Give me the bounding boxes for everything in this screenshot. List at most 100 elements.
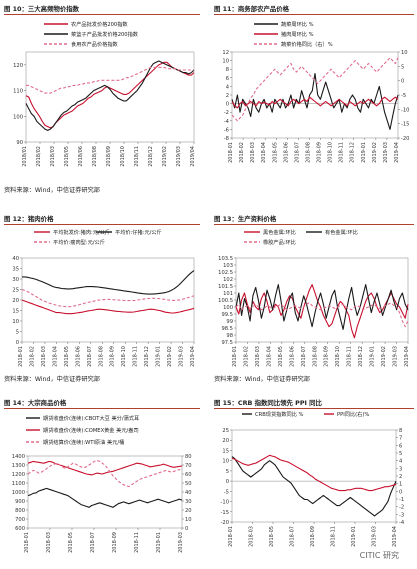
chart-title: 图 12：猪肉价格 bbox=[4, 215, 54, 223]
source-note: 资料来源：Wind，中信证券研究部 bbox=[4, 187, 100, 194]
x-tick-label: 2018-04 bbox=[261, 142, 267, 163]
x-tick-label: 2018-10 bbox=[328, 142, 334, 163]
x-tick-label: 2018/08 bbox=[92, 146, 98, 167]
y-tick-label: 4 bbox=[226, 84, 230, 90]
y-tick-label: 25 bbox=[12, 288, 19, 294]
y2-tick-label: -10 bbox=[401, 107, 409, 113]
x-tick-label: 2019/03 bbox=[176, 146, 182, 167]
x-tick-label: 2018-03 bbox=[249, 526, 255, 547]
y-tick-label: 1300 bbox=[12, 463, 25, 469]
chart-title: 图 11：商务部农产品价格 bbox=[214, 5, 290, 13]
x-tick-label: 2018-02 bbox=[239, 142, 245, 163]
x-tick-label: 2018-09 bbox=[112, 532, 118, 553]
x-tick-label: 2018/03 bbox=[50, 146, 56, 167]
x-tick-label: 2019-01 bbox=[156, 532, 162, 553]
x-tick-label: 2018-04 bbox=[52, 346, 58, 367]
y-tick-label: 2 bbox=[226, 93, 229, 99]
x-tick-label: 2018-07 bbox=[290, 526, 296, 547]
x-tick-label: 2018/05 bbox=[64, 146, 70, 167]
y2-tick-label: 0 bbox=[401, 79, 404, 85]
y2-tick-label: 1 bbox=[399, 482, 402, 488]
y2-tick-label: 70 bbox=[185, 463, 192, 469]
plot-frame bbox=[27, 455, 183, 529]
source-note: 资料来源：Wind，中信证券研究部 bbox=[214, 376, 310, 383]
y-tick-label: 25 bbox=[222, 428, 229, 434]
chart-title: 图 13：生产资料价格 bbox=[214, 215, 277, 223]
y-tick-label: 99.5 bbox=[221, 312, 233, 318]
x-tick-label: 2018-07 bbox=[301, 346, 307, 367]
plot-frame bbox=[231, 429, 397, 523]
x-tick-label: 2019-02 bbox=[167, 346, 173, 367]
y-tick-label: 1000 bbox=[12, 490, 25, 496]
legend-label: 平均批发价:猪肉:元/公斤 bbox=[53, 228, 110, 236]
y-tick-label: 1100 bbox=[12, 481, 25, 487]
x-tick-label: 2019-04 bbox=[392, 526, 398, 547]
series-line-3 bbox=[27, 459, 183, 488]
x-tick-label: 2018-07 bbox=[90, 532, 96, 553]
x-tick-label: 2018/02 bbox=[36, 146, 42, 167]
chart-panel-3: 图 12：猪肉价格 0 5 10 15 20 25 30 35 40 2018-01 2018-02… bbox=[4, 214, 200, 384]
y-tick-label: 0 bbox=[16, 340, 19, 346]
chart-panel-4: 图 13：生产资料价格 97.5 98 98.5 99 99.5 100 100.5 101 1… bbox=[214, 214, 414, 384]
x-tick-label: 2019-01 bbox=[361, 142, 367, 163]
series-line-1 bbox=[21, 299, 195, 315]
x-tick-label: 2018-12 bbox=[144, 346, 150, 367]
series-line-1 bbox=[235, 284, 409, 339]
y-tick-label: 5 bbox=[16, 330, 19, 336]
y2-tick-label: 10 bbox=[401, 50, 408, 56]
y2-tick-label: 40 bbox=[185, 490, 192, 496]
y-tick-label: 30 bbox=[12, 277, 19, 283]
y-tick-label: 90 bbox=[16, 140, 23, 146]
y2-tick-label: 60 bbox=[185, 472, 192, 478]
y2-tick-label: 5 bbox=[399, 451, 402, 457]
x-tick-label: 2018-11 bbox=[133, 346, 139, 367]
x-tick-label: 2018-01 bbox=[228, 142, 234, 163]
y2-tick-label: 50 bbox=[185, 481, 192, 487]
x-tick-label: 2018-02 bbox=[243, 346, 249, 367]
y2-tick-label: -3 bbox=[399, 512, 404, 518]
y2-tick-label: 2 bbox=[399, 474, 402, 480]
series-line-3 bbox=[231, 57, 399, 122]
chart-p4: 97.59898.59999.5100100.5101101.5102102.5… bbox=[218, 228, 410, 367]
chart-p6: -20-15-10-50510152025-4-3-2-101234567820… bbox=[221, 410, 405, 547]
x-tick-label: 2018-05 bbox=[64, 346, 70, 367]
series-line-1 bbox=[231, 456, 397, 517]
x-tick-label: 2018-03 bbox=[41, 346, 47, 367]
y-tick-label: 99 bbox=[226, 319, 233, 325]
y2-tick-label: 7 bbox=[399, 436, 402, 442]
legend-label: 期货收盘价(连续):CBOT大豆 美分/蒲式耳 bbox=[43, 414, 139, 422]
y-tick-label: 98 bbox=[226, 333, 233, 339]
legend-label: 食用农产品价格指数 bbox=[71, 40, 119, 48]
y-tick-label: 103 bbox=[223, 263, 233, 269]
y-tick-label: 100.5 bbox=[218, 298, 233, 304]
x-tick-label: 2018-11 bbox=[134, 532, 140, 553]
y2-tick-label: 20 bbox=[185, 508, 192, 514]
x-tick-label: 2018-01 bbox=[232, 346, 238, 367]
series-line-3 bbox=[26, 66, 194, 94]
y-tick-label: 35 bbox=[12, 267, 19, 273]
x-tick-label: 2018-09 bbox=[310, 526, 316, 547]
series-line-2 bbox=[22, 270, 195, 295]
x-tick-label: 2018/01 bbox=[22, 146, 28, 167]
x-tick-label: 2019-01 bbox=[370, 346, 376, 367]
series-line-1 bbox=[231, 72, 399, 130]
y2-tick-label: 30 bbox=[185, 499, 192, 505]
legend-label: 期货结算价(连续):WTI原油 美元/桶 bbox=[43, 438, 124, 446]
y-tick-label: 15 bbox=[12, 309, 19, 315]
legend-label: PPI同比(右)% bbox=[337, 410, 369, 418]
x-tick-label: 2018-11 bbox=[347, 346, 353, 367]
y2-tick-label: 0 bbox=[399, 489, 402, 495]
y-tick-label: 10 bbox=[12, 319, 19, 325]
y-tick-label: 120 bbox=[13, 63, 23, 69]
y2-tick-label: -4 bbox=[399, 520, 405, 526]
chart-title: 图 10：三大高频物价指数 bbox=[4, 5, 80, 13]
x-tick-label: 2018-01 bbox=[228, 526, 234, 547]
chart-title: 图 14：大宗商品价格 bbox=[4, 399, 67, 407]
x-tick-label: 2018-12 bbox=[358, 346, 364, 367]
x-tick-label: 2019-03 bbox=[393, 346, 399, 367]
x-tick-label: 2018-06 bbox=[289, 346, 295, 367]
x-tick-label: 2019-02 bbox=[381, 346, 387, 367]
chart-panel-2: 图 11：商务部农产品价格 -8 -6 -4 -2 0 2 4 6 8 10 12 -20 -15 -10… bbox=[214, 4, 414, 190]
y-tick-label: 101.5 bbox=[218, 284, 233, 290]
y2-tick-label: -15 bbox=[401, 122, 409, 128]
